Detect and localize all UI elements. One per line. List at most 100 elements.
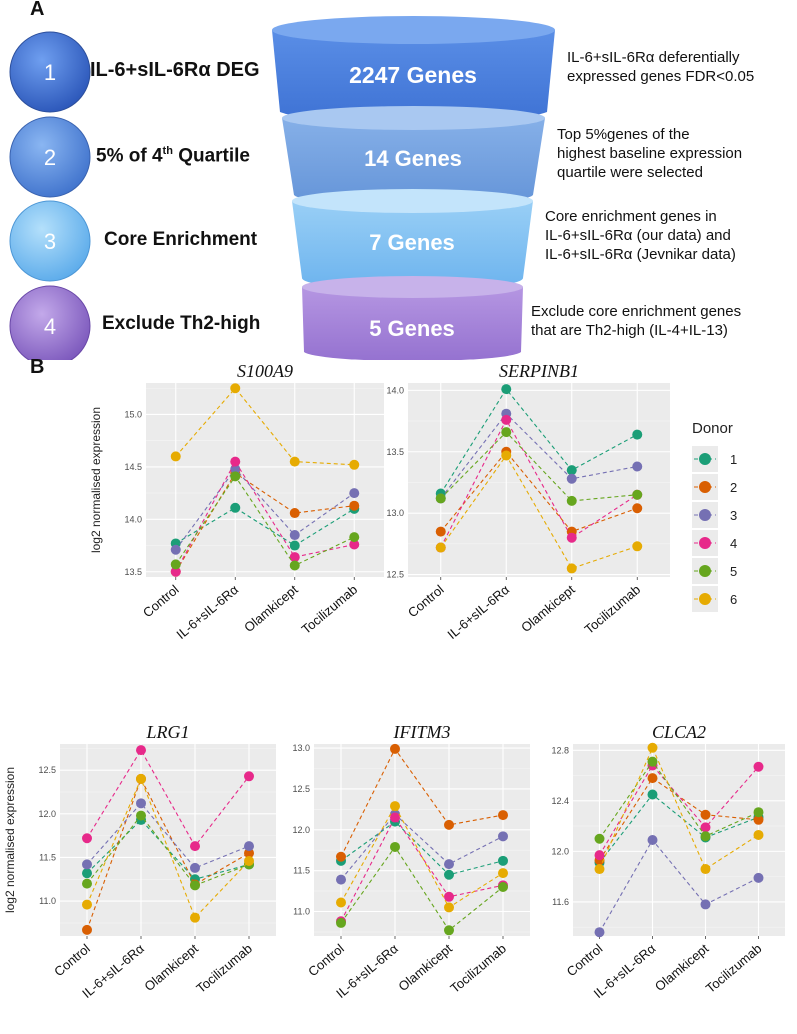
panel-a-label: A <box>30 0 45 20</box>
data-point-donor-5 <box>349 532 360 543</box>
y-tick-label: 13.0 <box>386 508 404 518</box>
data-point-donor-5 <box>170 559 181 570</box>
legend-label-donor-4: 4 <box>730 536 737 551</box>
x-tick-label: Control <box>405 582 447 621</box>
x-tick-label: Olamkicept <box>141 941 201 995</box>
series-line-donor-5 <box>340 845 504 932</box>
chart-title: S100A9 <box>237 361 293 381</box>
data-point-donor-6 <box>170 451 181 462</box>
data-point-donor-5 <box>700 831 711 842</box>
data-point-donor-6 <box>566 563 577 574</box>
y-tick-label: 15.0 <box>124 409 142 419</box>
legend-label-donor-6: 6 <box>730 592 737 607</box>
data-point-donor-5 <box>501 427 512 438</box>
series-line-donor-2 <box>86 777 250 931</box>
y-tick-label: 12.8 <box>551 745 569 755</box>
step-1-number: 1 <box>44 60 56 85</box>
series-line-donor-3 <box>340 813 504 880</box>
series-line-donor-2 <box>340 747 504 857</box>
data-point-donor-5 <box>647 756 658 767</box>
x-tick-label: Control <box>564 941 606 980</box>
data-point-donor-3 <box>82 859 92 870</box>
data-point-donor-6 <box>444 902 454 913</box>
data-point-donor-6 <box>336 897 346 908</box>
data-point-donor-5 <box>435 493 446 504</box>
data-point-donor-6 <box>349 459 360 470</box>
series-line-donor-1 <box>340 820 504 876</box>
data-point-donor-6 <box>435 542 446 553</box>
series-line-donor-2 <box>440 450 638 533</box>
data-point-donor-4 <box>244 771 254 782</box>
legend-marker-donor-2 <box>699 481 711 493</box>
data-point-donor-1 <box>289 540 300 551</box>
step-4-circle: 4 <box>9 285 91 360</box>
step-3-number: 3 <box>44 229 56 254</box>
series-line-donor-3 <box>599 839 759 933</box>
legend-marker-donor-1 <box>699 453 711 465</box>
funnel-segment-4: 5 Genes <box>302 276 523 360</box>
x-tick-label: Control <box>51 941 93 980</box>
data-point-donor-4 <box>700 822 711 833</box>
data-point-donor-1 <box>566 465 577 476</box>
y-tick-label: 11.0 <box>293 906 310 916</box>
data-point-donor-2 <box>435 526 446 537</box>
data-point-donor-6 <box>632 541 643 552</box>
data-point-donor-3 <box>594 927 605 938</box>
series-line-donor-4 <box>440 418 638 548</box>
x-tick-label: IL-6+sIL-6Rα <box>173 582 241 643</box>
y-tick-label: 11.6 <box>552 897 569 907</box>
legend-marker-donor-5 <box>699 565 711 577</box>
data-point-donor-4 <box>170 566 181 577</box>
legend-label-donor-2: 2 <box>730 480 737 495</box>
step-2-number: 2 <box>44 145 56 170</box>
data-point-donor-4 <box>136 745 146 756</box>
chart-lrg1: 11.011.512.012.5ControlIL-6+sIL-6RαOlamk… <box>3 722 276 1001</box>
step-2-description: Top 5%genes of the highest baseline expr… <box>557 126 743 181</box>
data-point-donor-6 <box>594 864 605 875</box>
data-point-donor-4 <box>501 414 512 425</box>
x-tick-label: IL-6+sIL-6Rα <box>444 582 512 643</box>
step-1-description: IL-6+sIL-6Rα deferentially expressed gen… <box>567 49 755 85</box>
funnel-count-1: 2247 Genes <box>349 62 477 88</box>
data-point-donor-6 <box>390 801 400 812</box>
data-point-donor-3 <box>136 798 146 809</box>
series-line-donor-6 <box>440 454 638 570</box>
data-point-donor-4 <box>566 532 577 543</box>
x-tick-label: Olamkicept <box>652 941 712 995</box>
step-2-circle: 2 <box>9 116 91 198</box>
data-point-donor-6 <box>190 912 200 923</box>
data-point-donor-4 <box>390 812 400 823</box>
data-point-donor-5 <box>336 917 346 928</box>
funnel-count-3: 7 Genes <box>369 230 455 255</box>
data-point-donor-6 <box>498 868 508 879</box>
data-point-donor-1 <box>501 384 512 395</box>
step-1-name: IL-6+sIL-6Rα DEG <box>90 59 260 81</box>
series-line-donor-4 <box>86 749 250 848</box>
data-point-donor-2 <box>336 851 346 862</box>
funnel-diagram: 1 2 3 4 2247 Genes 14 Genes 7 Genes 5 Ge… <box>9 16 555 360</box>
data-point-donor-3 <box>498 831 508 842</box>
y-tick-label: 11.0 <box>39 896 56 906</box>
data-point-donor-6 <box>700 864 711 875</box>
data-point-donor-2 <box>647 773 658 784</box>
data-point-donor-5 <box>632 489 643 500</box>
data-point-donor-6 <box>753 829 764 840</box>
data-point-donor-6 <box>136 773 146 784</box>
x-tick-label: Olamkicept <box>395 941 455 995</box>
step-3-name: Core Enrichment <box>104 229 258 250</box>
data-point-donor-4 <box>289 552 300 563</box>
data-point-donor-2 <box>390 743 400 754</box>
x-tick-label: Tocilizumab <box>193 941 255 996</box>
series-line-donor-6 <box>175 387 355 466</box>
data-point-donor-3 <box>190 862 200 873</box>
chart-title: SERPINB1 <box>499 361 579 381</box>
data-point-donor-2 <box>244 848 254 859</box>
legend-label-donor-1: 1 <box>730 452 737 467</box>
data-point-donor-2 <box>753 814 764 825</box>
data-point-donor-4 <box>82 833 92 844</box>
data-point-donor-3 <box>336 874 346 885</box>
funnel-segment-3: 7 Genes <box>292 189 533 291</box>
data-point-donor-3 <box>566 473 577 484</box>
data-point-donor-6 <box>82 899 92 910</box>
data-point-donor-2 <box>82 924 92 935</box>
